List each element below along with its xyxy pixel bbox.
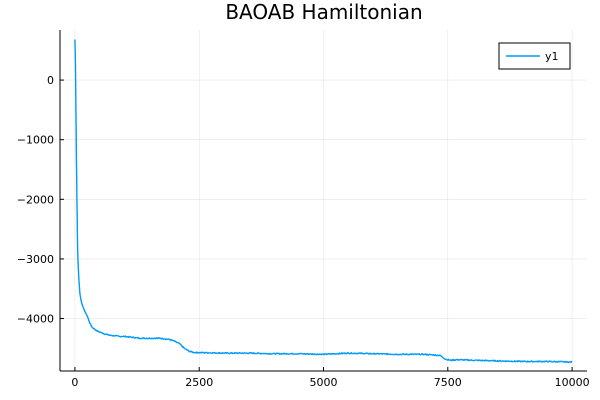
x-tick-label: 0 [71, 376, 78, 389]
x-ticks: 0 2500 5000 7500 10000 [71, 367, 590, 389]
x-tick-label: 7500 [434, 376, 462, 389]
legend-label: y1 [545, 50, 559, 63]
y-ticks: 0 −1000 −2000 −3000 −4000 [17, 74, 64, 326]
x-tick-label: 2500 [185, 376, 213, 389]
grid [60, 30, 587, 371]
y-tick-label: 0 [47, 74, 54, 87]
x-tick-label: 5000 [310, 376, 338, 389]
chart-title: BAOAB Hamiltonian [225, 0, 422, 24]
legend: y1 [498, 42, 571, 70]
y-tick-label: −2000 [17, 193, 54, 206]
y-tick-label: −1000 [17, 134, 54, 147]
y-tick-label: −3000 [17, 253, 54, 266]
series-line-y1 [74, 39, 573, 364]
x-tick-label: 10000 [555, 376, 590, 389]
series-layer [74, 39, 573, 364]
y-tick-label: −4000 [17, 313, 54, 326]
